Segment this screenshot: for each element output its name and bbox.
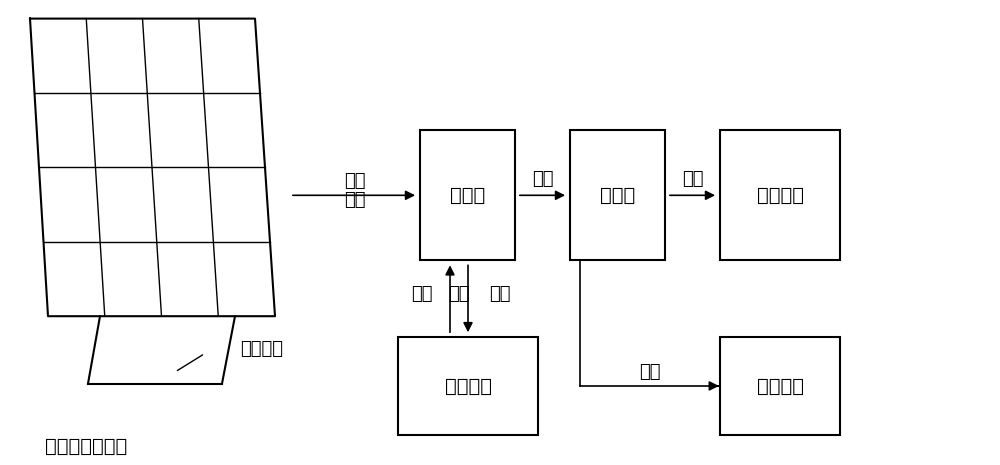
Bar: [420, 130, 515, 260]
Text: 逆变器: 逆变器: [600, 186, 635, 205]
Text: 交流: 交流: [682, 170, 703, 188]
Text: 发电: 发电: [344, 173, 366, 190]
Text: 直流: 直流: [448, 285, 470, 303]
Text: 蓄电池组: 蓄电池组: [444, 377, 492, 395]
Text: 控制器: 控制器: [450, 186, 485, 205]
Bar: [570, 130, 665, 260]
Text: 方阵支架: 方阵支架: [240, 340, 283, 358]
Text: 交流负载: 交流负载: [757, 186, 804, 205]
Text: 直流: 直流: [639, 363, 661, 381]
Text: 直流负载: 直流负载: [757, 377, 804, 395]
Text: 充电: 充电: [411, 285, 433, 303]
Bar: [720, 337, 840, 435]
Text: 放电: 放电: [489, 285, 511, 303]
Bar: [720, 130, 840, 260]
Text: 直流: 直流: [532, 170, 553, 188]
Text: 太阳能电池方阵: 太阳能电池方阵: [45, 437, 127, 456]
Text: 直流: 直流: [344, 191, 366, 209]
Bar: [398, 337, 538, 435]
